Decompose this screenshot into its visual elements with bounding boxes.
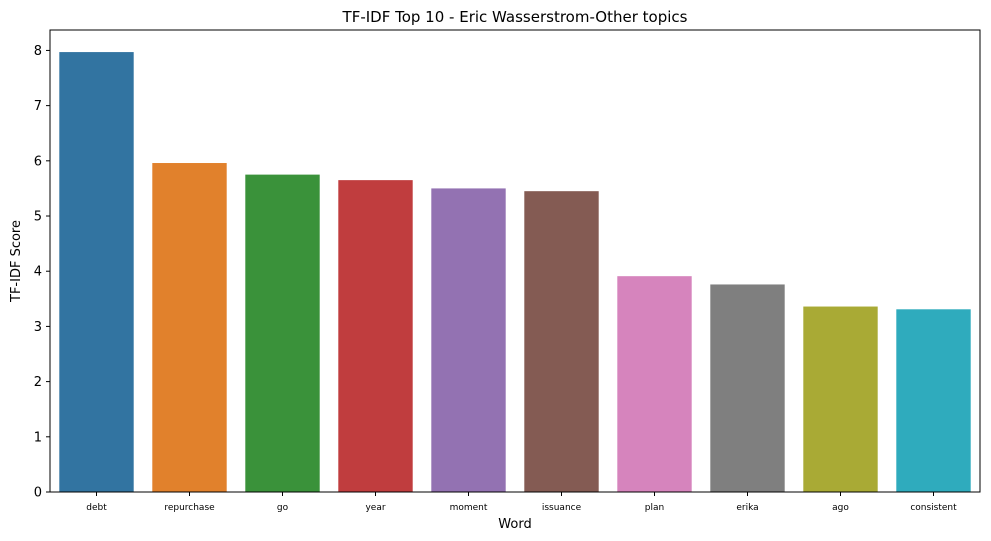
x-tick-label: erika <box>736 503 758 513</box>
x-tick-label: repurchase <box>164 503 215 513</box>
y-tick-label: 0 <box>34 486 42 501</box>
bar-issuance <box>524 191 599 492</box>
chart-title: TF-IDF Top 10 - Eric Wasserstrom-Other t… <box>342 8 688 26</box>
y-axis-ticks: 0 1 2 3 4 5 6 7 8 <box>34 44 50 501</box>
bar-plan <box>617 276 692 492</box>
bar-erika <box>710 284 785 492</box>
x-tick-label: year <box>365 503 385 513</box>
x-axis-ticks: debt repurchase go year moment issuance plan er… <box>86 492 957 513</box>
x-tick-label: go <box>277 503 289 513</box>
plot-frame <box>49 29 981 493</box>
x-tick-label: consistent <box>910 503 957 513</box>
y-axis-label: TF-IDF Score <box>9 220 24 303</box>
x-tick-label: ago <box>832 503 849 513</box>
y-tick-label: 1 <box>34 430 42 445</box>
bar-consistent <box>896 309 971 492</box>
x-tick-label: plan <box>645 503 664 513</box>
y-tick-label: 8 <box>34 44 42 59</box>
y-tick-label: 2 <box>34 375 42 390</box>
bar-year <box>338 180 413 492</box>
y-tick-label: 6 <box>34 154 42 169</box>
y-tick-label: 5 <box>34 210 42 225</box>
x-tick-label: moment <box>450 503 488 513</box>
bar-go <box>245 174 320 492</box>
bar-repurchase <box>152 163 227 492</box>
y-tick-label: 4 <box>34 265 42 280</box>
y-tick-label: 3 <box>34 320 42 335</box>
bar-moment <box>431 188 506 492</box>
bar-ago <box>803 306 878 492</box>
y-tick-label: 7 <box>34 99 42 114</box>
x-tick-label: debt <box>86 503 107 513</box>
bar-debt <box>59 52 134 492</box>
x-tick-label: issuance <box>542 503 582 513</box>
bars-group <box>59 52 971 492</box>
x-axis-label: Word <box>498 517 531 532</box>
